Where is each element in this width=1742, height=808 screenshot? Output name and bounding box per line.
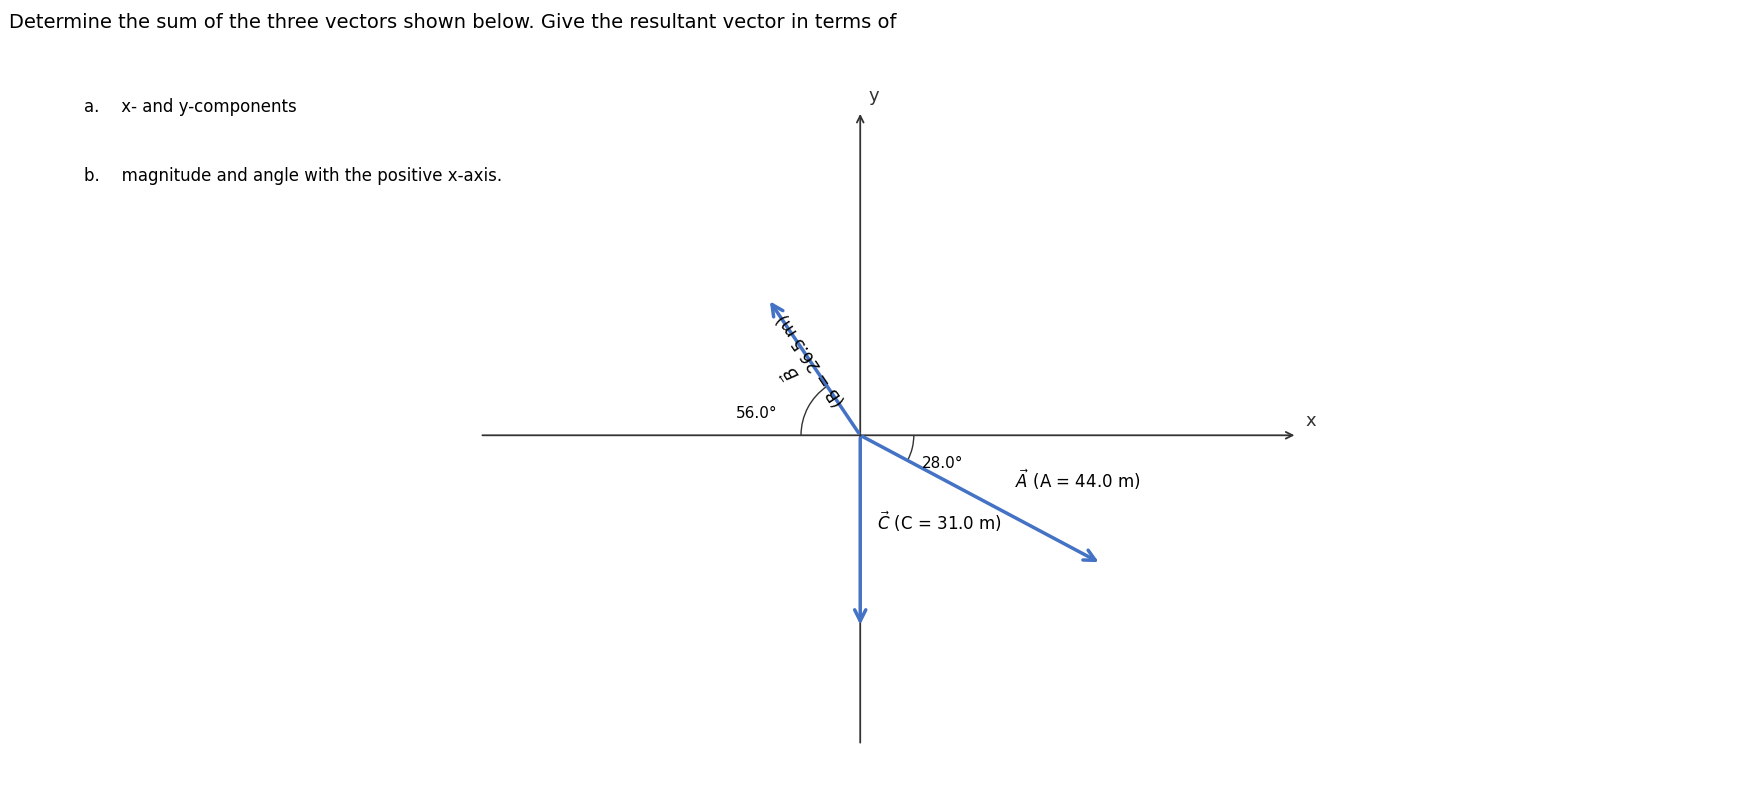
Text: x: x	[1306, 411, 1317, 430]
Text: $\vec{A}$ (A = 44.0 m): $\vec{A}$ (A = 44.0 m)	[1016, 468, 1141, 492]
Text: 56.0°: 56.0°	[737, 406, 777, 422]
Text: $\vec{B}$
(B = 26.5 m): $\vec{B}$ (B = 26.5 m)	[753, 310, 848, 423]
Text: a.  x- and y-components: a. x- and y-components	[84, 98, 296, 116]
Text: y: y	[869, 87, 880, 105]
Text: b.  magnitude and angle with the positive x-axis.: b. magnitude and angle with the positive…	[84, 166, 502, 184]
Text: 28.0°: 28.0°	[922, 456, 963, 471]
Text: Determine the sum of the three vectors shown below. Give the resultant vector in: Determine the sum of the three vectors s…	[9, 13, 895, 32]
Text: $\vec{C}$ (C = 31.0 m): $\vec{C}$ (C = 31.0 m)	[878, 510, 1002, 534]
